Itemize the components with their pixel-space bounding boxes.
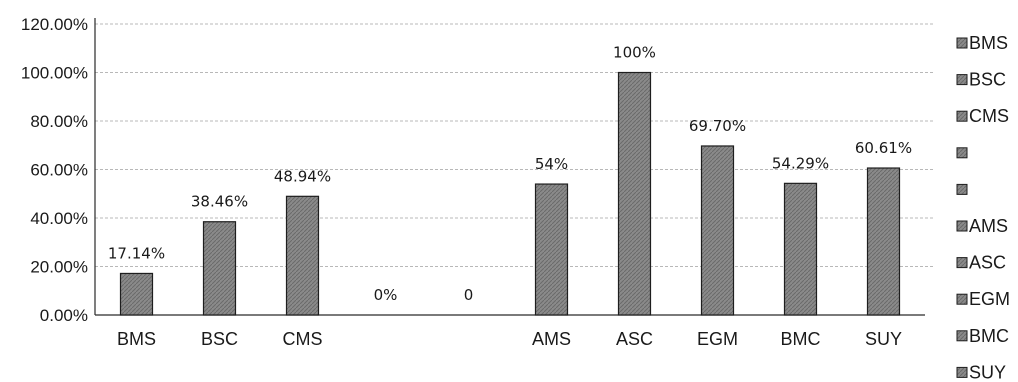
x-category-label: SUY: [865, 329, 902, 349]
y-axis-tick-labels: 0.00% 20.00% 40.00% 60.00% 80.00% 100.00% 120.…: [21, 15, 88, 325]
bars: [119, 71, 901, 316]
legend-swatch: [956, 37, 968, 49]
x-category-label: CMS: [283, 329, 323, 349]
x-category-label: ASC: [616, 329, 653, 349]
data-label: 0%: [374, 286, 398, 304]
legend-item: ASC: [956, 253, 1006, 273]
legend-swatch: [956, 366, 968, 378]
legend-label: BMC: [969, 326, 1009, 346]
x-category-label: AMS: [532, 329, 571, 349]
legend-swatch: [956, 330, 968, 342]
y-tick-label: 80.00%: [30, 112, 88, 131]
bar-bmc: [783, 182, 818, 316]
data-label: 17.14%: [108, 244, 165, 262]
legend-item: CMS: [956, 106, 1009, 126]
legend-item: [956, 183, 968, 195]
x-category-label: BMC: [781, 329, 821, 349]
legend-item: BMC: [956, 326, 1009, 346]
x-category-label: BSC: [201, 329, 238, 349]
bar-ams: [534, 183, 569, 316]
legend-item: [956, 147, 968, 159]
data-label: 54%: [535, 155, 568, 173]
y-tick-label: 0.00%: [40, 306, 88, 325]
legend-swatch: [956, 110, 968, 122]
legend-swatch: [956, 293, 968, 305]
legend-item: EGM: [956, 289, 1010, 309]
y-tick-label: 20.00%: [30, 258, 88, 277]
data-label: 69.70%: [689, 117, 746, 135]
legend-item: AMS: [956, 216, 1008, 236]
data-label: 60.61%: [855, 139, 912, 157]
legend-item: BMS: [956, 33, 1008, 53]
data-label: 0: [464, 286, 474, 304]
legend-swatch: [956, 74, 968, 86]
bar-suy: [866, 167, 901, 316]
legend-item: BSC: [956, 70, 1006, 90]
legend-label: ASC: [969, 253, 1006, 273]
x-category-label: BMS: [117, 329, 156, 349]
legend-label: CMS: [969, 106, 1009, 126]
data-labels: 17.14% 38.46% 48.94% 0% 0 54% 100% 69.70% 54.29%…: [108, 44, 912, 305]
y-tick-label: 40.00%: [30, 209, 88, 228]
bar-asc: [617, 71, 652, 316]
y-tick-label: 100.00%: [21, 64, 88, 83]
y-tick-label: 60.00%: [30, 161, 88, 180]
legend-label: EGM: [969, 289, 1010, 309]
legend-swatch: [956, 183, 968, 195]
legend-label: BSC: [969, 70, 1006, 90]
bar-bms: [119, 272, 154, 316]
x-axis-category-labels: BMS BSC CMS AMS ASC EGM BMC SUY: [117, 329, 902, 349]
legend-label: AMS: [969, 216, 1008, 236]
bar-bsc: [202, 221, 237, 316]
legend-label: BMS: [969, 33, 1008, 53]
data-label: 38.46%: [191, 193, 248, 211]
x-category-label: EGM: [697, 329, 738, 349]
data-label: 54.29%: [772, 154, 829, 172]
y-tick-label: 120.00%: [21, 15, 88, 34]
bar-cms: [285, 195, 320, 316]
legend-item: SUY: [956, 362, 1006, 382]
data-label: 48.94%: [274, 167, 331, 185]
data-label: 100%: [613, 44, 656, 62]
legend-label: SUY: [969, 362, 1006, 382]
legend: BMS BSC CMS AMS ASC EGM BMC SUY: [956, 33, 1010, 382]
legend-swatch: [956, 257, 968, 269]
bar-egm: [700, 145, 735, 316]
legend-swatch: [956, 220, 968, 232]
legend-swatch: [956, 147, 968, 159]
